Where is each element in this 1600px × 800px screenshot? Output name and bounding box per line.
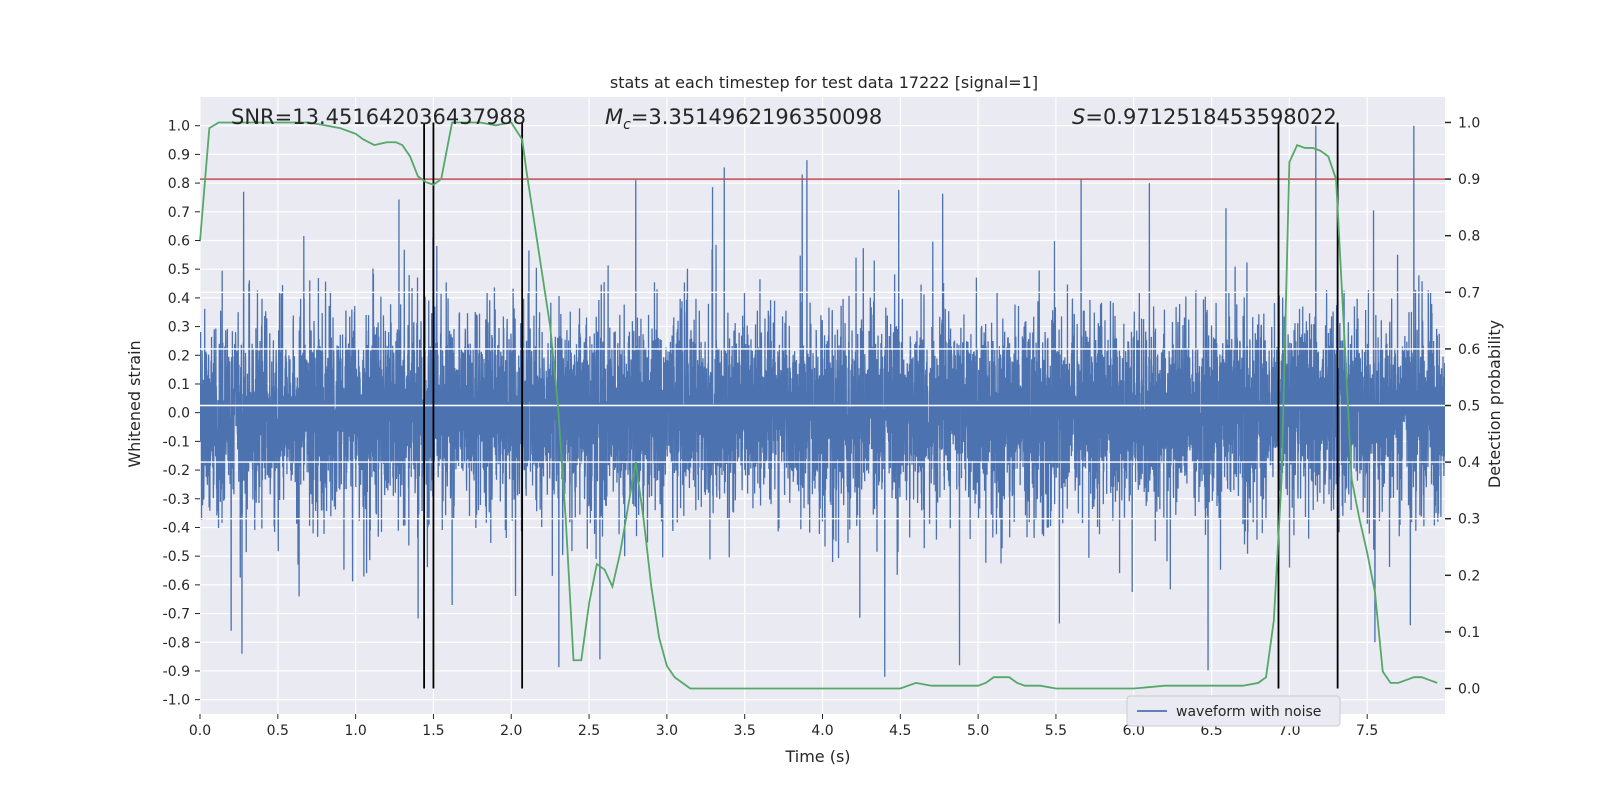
s-symbol: S bbox=[1072, 105, 1085, 129]
y-left-tick-label: 0.4 bbox=[168, 291, 190, 307]
x-tick-label: 0.0 bbox=[189, 723, 211, 739]
x-tick-label: 4.0 bbox=[811, 723, 833, 739]
detection-probability-line bbox=[199, 121, 1438, 690]
y-right-tick-label: 0.8 bbox=[1458, 229, 1480, 245]
y-right-tick-label: 0.6 bbox=[1458, 342, 1480, 358]
y-left-tick-label: -0.3 bbox=[163, 492, 190, 508]
legend-label-waveform: waveform with noise bbox=[1176, 704, 1321, 720]
x-tick-label: 7.5 bbox=[1356, 723, 1378, 739]
y-left-tick-label: -0.6 bbox=[163, 578, 190, 594]
y-left-tick-label: 0.2 bbox=[168, 348, 190, 364]
waveform-line bbox=[200, 125, 1445, 677]
x-tick-label: 0.5 bbox=[267, 723, 289, 739]
chirp-mass-annotation: Mc=3.3514962196350098 bbox=[605, 105, 882, 133]
y-left-tick-label: 0.9 bbox=[168, 147, 190, 163]
y-right-tick-label: 1.0 bbox=[1458, 115, 1480, 131]
y-left-tick-label: 0.5 bbox=[168, 262, 190, 278]
chart-title: stats at each timestep for test data 172… bbox=[610, 73, 1038, 92]
x-tick-label: 1.0 bbox=[344, 723, 366, 739]
x-tick-label: 5.5 bbox=[1045, 723, 1067, 739]
y-left-tick-label: -0.7 bbox=[163, 607, 190, 623]
y-left-tick-label: -0.8 bbox=[163, 635, 190, 651]
x-axis-label: Time (s) bbox=[784, 747, 850, 766]
y-left-tick-label: -0.1 bbox=[163, 434, 190, 450]
y-left-tick-label: -0.5 bbox=[163, 549, 190, 565]
x-tick-label: 2.5 bbox=[578, 723, 600, 739]
y-left-tick-label: 0.3 bbox=[168, 320, 190, 336]
legend-box bbox=[1126, 695, 1341, 727]
y-right-tick-label: 0.2 bbox=[1458, 568, 1480, 584]
x-axis-ticks: 0.0 0.5 1.0 1.5 2.0 2.5 3.0 3.5 4.0 4.5 5.0 5.5 6.0 6… bbox=[189, 714, 1378, 739]
y-left-tick-label: 0.6 bbox=[168, 233, 190, 249]
y-right-tick-label: 0.9 bbox=[1458, 172, 1480, 188]
x-tick-label: 3.5 bbox=[734, 723, 756, 739]
x-tick-label: 2.0 bbox=[500, 723, 522, 739]
s-value: =0.9712518453598022 bbox=[1085, 105, 1336, 129]
y-right-tick-label: 0.1 bbox=[1458, 625, 1480, 641]
x-tick-label: 4.5 bbox=[889, 723, 911, 739]
y-right-tick-label: 0.7 bbox=[1458, 285, 1480, 301]
y-left-tick-label: -0.4 bbox=[163, 520, 190, 536]
y-left-tick-label: -1.0 bbox=[163, 693, 190, 709]
y-axis-right-ticks: 0.0 0.1 0.2 0.3 0.4 0.5 0.6 0.7 0.8 0.9 1.0 bbox=[1445, 115, 1480, 698]
y-left-tick-label: 1.0 bbox=[168, 119, 190, 135]
x-tick-label: 1.5 bbox=[422, 723, 444, 739]
y-right-tick-label: 0.0 bbox=[1458, 682, 1480, 698]
x-tick-label: 6.5 bbox=[1200, 723, 1222, 739]
x-tick-label: 7.0 bbox=[1278, 723, 1300, 739]
y-left-tick-label: 0.7 bbox=[168, 205, 190, 221]
chirp-mass-value: =3.3514962196350098 bbox=[631, 105, 882, 129]
x-tick-label: 5.0 bbox=[967, 723, 989, 739]
y-right-tick-label: 0.5 bbox=[1458, 399, 1480, 415]
chirp-mass-subscript: c bbox=[623, 117, 631, 133]
overlay-gridlines bbox=[200, 291, 1445, 520]
y-left-tick-label: 0.0 bbox=[168, 406, 190, 422]
y-right-tick-label: 0.4 bbox=[1458, 455, 1480, 471]
snr-annotation: SNR=13.451642036437988 bbox=[231, 105, 526, 129]
y-left-tick-label: 0.1 bbox=[168, 377, 190, 393]
y-axis-right-label: Detection probability bbox=[1485, 320, 1504, 488]
x-tick-label: 3.0 bbox=[656, 723, 678, 739]
chirp-mass-symbol: M bbox=[605, 105, 623, 129]
x-tick-label: 6.0 bbox=[1123, 723, 1145, 739]
y-right-tick-label: 0.3 bbox=[1458, 512, 1480, 528]
legend: waveform with noise bbox=[1126, 695, 1341, 727]
y-left-tick-label: 0.8 bbox=[168, 176, 190, 192]
y-axis-left-ticks: -1.0 -0.9 -0.8 -0.7 -0.6 -0.5 -0.4 -0.3 -0.2 -0.1… bbox=[163, 119, 200, 709]
waveform-series bbox=[200, 125, 1445, 677]
y-axis-left-label: Whitened strain bbox=[125, 340, 144, 467]
y-left-tick-label: -0.9 bbox=[163, 664, 190, 680]
y-left-tick-label: -0.2 bbox=[163, 463, 190, 479]
s-annotation: S=0.9712518453598022 bbox=[1072, 105, 1337, 129]
